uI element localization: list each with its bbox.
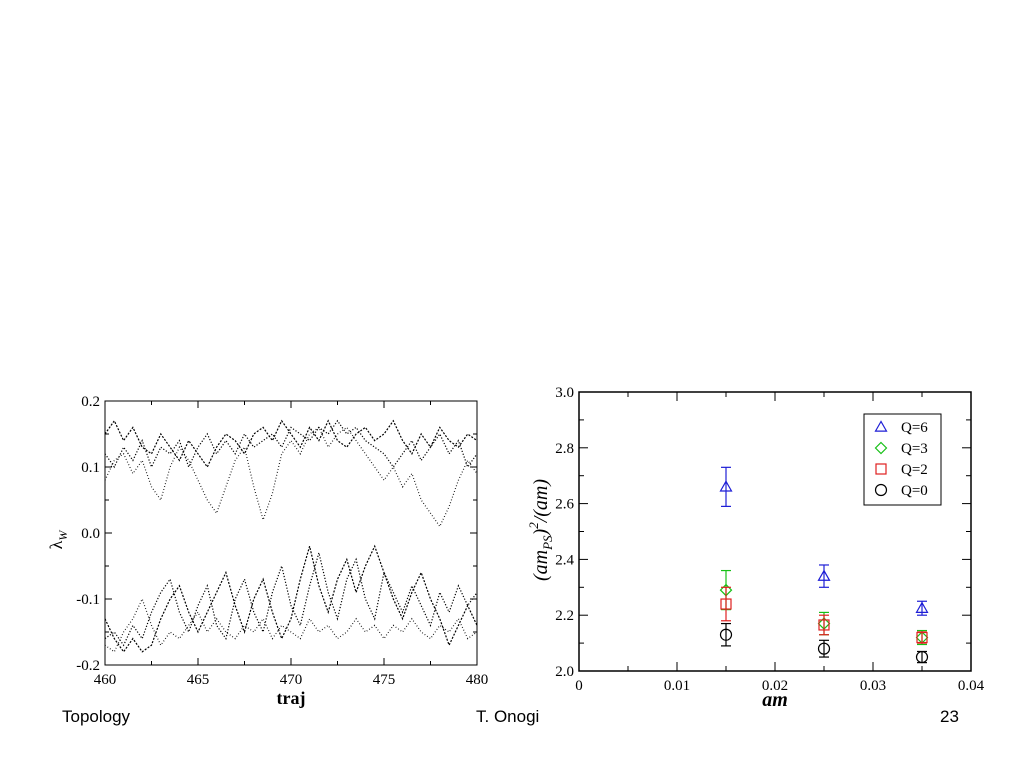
x-tick-label: 0.02 <box>762 678 788 694</box>
x-axis-label: am <box>762 689 788 711</box>
eigenvalue-trace-5 <box>104 597 478 653</box>
legend-label-q0: Q=0 <box>901 483 928 499</box>
y-tick-label: 2.8 <box>555 441 574 457</box>
y-tick-label: 0.0 <box>81 526 100 542</box>
y-tick-label: 0.1 <box>81 460 100 476</box>
legend-label-q6: Q=6 <box>901 420 928 436</box>
y-tick-label: 3.0 <box>555 385 574 401</box>
legend-marker-q0 <box>874 483 888 497</box>
point-q0 <box>817 642 831 655</box>
eigenvalue-trace-4 <box>104 550 478 647</box>
x-tick-label: 465 <box>187 672 210 688</box>
eigenvalue-series-group <box>104 419 478 653</box>
y-axis-label: (amPS)2/(am) <box>526 479 555 581</box>
x-tick-label: 460 <box>94 672 117 688</box>
eigenvalue-flow-chart: 460 465 470 475 480 0.2 0.1 0.0 -0.1 -0.2 λW traj <box>46 394 488 708</box>
legend-label-q3: Q=3 <box>901 441 928 457</box>
y-tick-label: 2.2 <box>555 608 574 624</box>
legend-marker-q3 <box>874 441 888 455</box>
legend-marker-q6 <box>874 420 888 432</box>
x-tick-label: 480 <box>466 672 489 688</box>
y-tick-label: -0.1 <box>76 592 100 608</box>
eigenvalue-trace-1 <box>104 419 478 469</box>
point-q2 <box>916 631 928 644</box>
point-q6 <box>915 601 929 613</box>
x-tick-label: 0.04 <box>958 678 985 694</box>
footer-topic: Topology <box>62 707 131 726</box>
eigenvalue-trace-3 <box>104 419 478 469</box>
eigenvalue-trace-2 <box>104 426 478 528</box>
y-tick-label: 2.0 <box>555 664 574 680</box>
x-tick-label: 475 <box>373 672 396 688</box>
axis-ticks: 460 465 470 475 480 0.2 0.1 0.0 -0.1 -0.2 <box>76 394 488 688</box>
y-tick-label: 0.2 <box>81 394 100 410</box>
page-number: 23 <box>940 707 959 726</box>
x-tick-label: 0 <box>575 678 583 694</box>
point-q0 <box>719 628 733 641</box>
x-tick-label: 0.01 <box>664 678 690 694</box>
eigenvalue-trace-6 <box>104 543 478 653</box>
pion-mass-chart: 0 0.01 0.02 0.03 0.04 3.0 2.8 2.6 2.4 2.2 2.0 (amP… <box>526 385 985 711</box>
x-axis-label: traj <box>277 688 306 708</box>
legend: Q=6 Q=3 Q=2 Q=0 <box>863 413 942 506</box>
point-q2 <box>818 619 830 631</box>
footer-author: T. Onogi <box>476 707 540 726</box>
x-tick-label: 470 <box>280 672 303 688</box>
point-q0 <box>915 650 929 664</box>
chart-frame <box>104 400 478 666</box>
point-q6 <box>719 480 733 492</box>
point-q6 <box>817 569 831 581</box>
point-q2 <box>720 598 732 610</box>
legend-marker-q2 <box>875 463 887 475</box>
y-tick-label: 2.4 <box>555 552 574 568</box>
y-tick-label: -0.2 <box>76 658 100 674</box>
legend-label-q2: Q=2 <box>901 462 928 478</box>
y-axis-label: λW <box>46 530 70 550</box>
data-points-group <box>719 466 929 664</box>
y-tick-label: 2.6 <box>555 497 574 513</box>
axis-ticks: 0 0.01 0.02 0.03 0.04 3.0 2.8 2.6 2.4 2.2 2.0 <box>555 385 984 694</box>
x-tick-label: 0.03 <box>860 678 886 694</box>
